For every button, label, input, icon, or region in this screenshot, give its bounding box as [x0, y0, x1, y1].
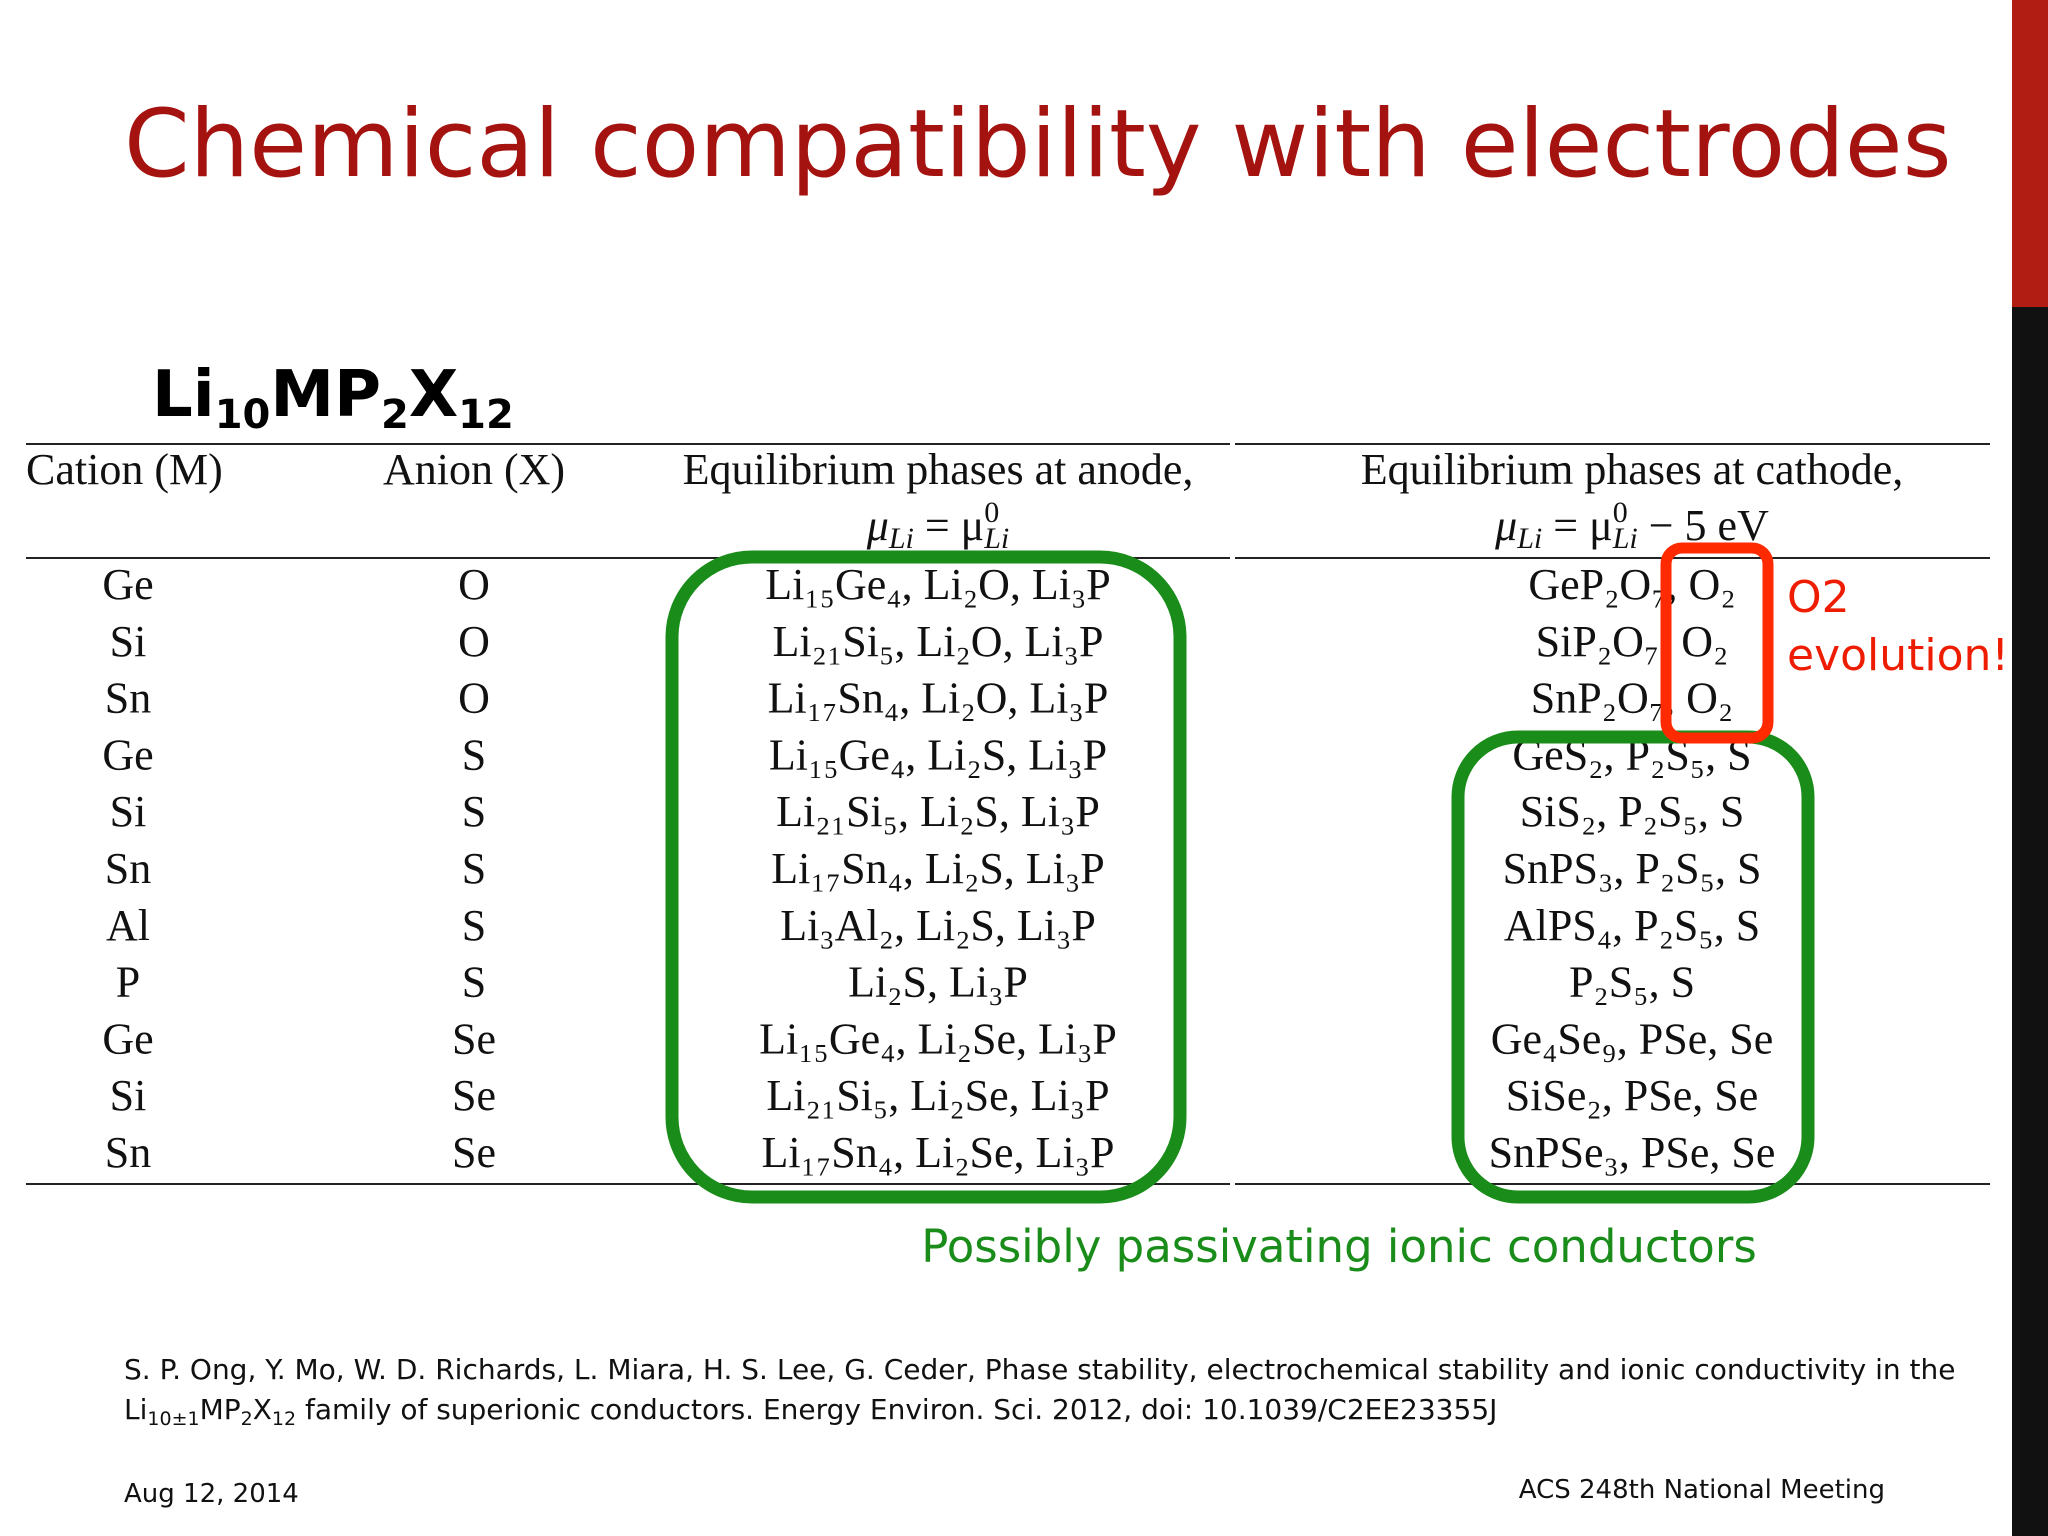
citation-part: X: [253, 1393, 272, 1426]
table-cell: Li₃Al₂, Li₂S, Li₃P: [780, 901, 1096, 950]
table-cell: GeP₂O₇, O₂: [1528, 560, 1735, 609]
table-cell: Li₂₁Si₅, Li₂O, Li₃P: [773, 617, 1104, 666]
math: Li: [983, 522, 1009, 555]
table-cell: Ge: [102, 730, 153, 779]
citation-part: 2: [241, 1408, 253, 1430]
table-cell: Ge₄Se₉, PSe, Se: [1491, 1014, 1773, 1063]
table-cell: Si: [110, 617, 147, 666]
math: μ: [866, 501, 889, 550]
math: 0: [984, 496, 999, 529]
annotation: evolution!: [1787, 630, 2009, 681]
table-cell: P: [116, 958, 140, 1007]
table-cell: S: [462, 787, 486, 836]
highlight-box: [1660, 542, 1774, 744]
table-cell: Li₂₁Si₅, Li₂Se, Li₃P: [766, 1071, 1109, 1120]
formula-sub: 10: [215, 392, 271, 438]
table-cell: Sn: [105, 1128, 151, 1177]
table-cell: Li₁₅Ge₄, Li₂S, Li₃P: [769, 730, 1107, 779]
table-cell: S: [462, 730, 486, 779]
table-cell: O: [458, 560, 490, 609]
anode-condition: μLi = μ0 Li: [866, 496, 1010, 555]
table-cell: AlPS₄, P₂S₅, S: [1504, 901, 1760, 950]
formula-sub: 2: [381, 392, 409, 438]
math: Li: [888, 522, 914, 555]
math: μ: [1494, 501, 1517, 550]
table-cell: O: [458, 674, 490, 723]
table-cell: Se: [452, 1071, 496, 1120]
footer-date: Aug 12, 2014: [124, 1479, 299, 1509]
math: = μ: [1542, 501, 1612, 550]
table-header: Equilibrium phases at cathode,: [1361, 445, 1904, 494]
citation-part: 12: [272, 1408, 296, 1430]
table-cell: Li₁₇Sn₄, Li₂O, Li₃P: [768, 674, 1109, 723]
table-cell: Li₁₇Sn₄, Li₂S, Li₃P: [771, 844, 1104, 893]
table-header: Equilibrium phases at anode,: [683, 445, 1194, 494]
table-header: Anion (X): [383, 445, 565, 494]
formula-sub: 12: [458, 392, 514, 438]
table-cell: SnP₂O₇, O₂: [1531, 674, 1734, 723]
side-bar-dark: [2012, 307, 2048, 1536]
table-cell: Li₁₅Ge₄, Li₂Se, Li₃P: [759, 1014, 1117, 1063]
table-cell: Li₂₁Si₅, Li₂S, Li₃P: [776, 787, 1100, 836]
citation-part: 10±1: [147, 1408, 199, 1430]
citation: Li10±1MP2X12 family of superionic conduc…: [124, 1393, 1497, 1430]
math: = μ: [914, 501, 984, 550]
table-cell: Sn: [105, 844, 151, 893]
highlight-box: [665, 550, 1187, 1204]
formula: Li10MP2X12: [152, 358, 514, 438]
table-cell: SiP₂O₇, O₂: [1536, 617, 1729, 666]
side-bar-red: [2012, 0, 2048, 307]
table-header: Cation (M): [26, 445, 223, 494]
math: − 5 eV: [1638, 501, 1769, 550]
table-cell: Se: [452, 1014, 496, 1063]
math: Li: [1612, 522, 1638, 555]
table-cell: Li₁₇Sn₄, Li₂Se, Li₃P: [762, 1128, 1115, 1177]
table-cell: Sn: [105, 674, 151, 723]
formula-part: X: [409, 358, 458, 432]
table-cell: S: [462, 901, 486, 950]
citation: S. P. Ong, Y. Mo, W. D. Richards, L. Mia…: [124, 1353, 1955, 1386]
slide-title: Chemical compatibility with electrodes: [124, 90, 1952, 199]
table-cell: Si: [110, 1071, 147, 1120]
math: Li: [1516, 522, 1542, 555]
table-cell: SiSe₂, PSe, Se: [1506, 1071, 1759, 1120]
table-cell: SnPS₃, P₂S₅, S: [1503, 844, 1762, 893]
table-cell: Li₁₅Ge₄, Li₂O, Li₃P: [765, 560, 1111, 609]
table-cell: SnPSe₃, PSe, Se: [1489, 1128, 1776, 1177]
citation-part: MP: [200, 1393, 241, 1426]
table-cell: S: [462, 958, 486, 1007]
table-cell: Li₂S, Li₃P: [848, 958, 1028, 1007]
footer-event: ACS 248th National Meeting: [1519, 1475, 1885, 1505]
citation-part: Li: [124, 1393, 147, 1426]
table-cell: Se: [452, 1128, 496, 1177]
table-cell: P₂S₅, S: [1569, 958, 1695, 1007]
table-cell: SiS₂, P₂S₅, S: [1520, 787, 1745, 836]
table-cell: Ge: [102, 560, 153, 609]
highlight-box: [1451, 730, 1815, 1204]
math: 0: [1613, 496, 1628, 529]
cathode-condition: μLi = μ0 Li − 5 eV: [1494, 496, 1769, 555]
table-cell: Ge: [102, 1014, 153, 1063]
citation-part: family of superionic conductors. Energy …: [296, 1393, 1497, 1426]
table-cell: Al: [106, 901, 150, 950]
annotation: O2: [1787, 572, 1850, 623]
formula-part: MP: [270, 358, 381, 432]
table-cell: S: [462, 844, 486, 893]
annotation: Possibly passivating ionic conductors: [921, 1220, 1757, 1273]
table-cell: Si: [110, 787, 147, 836]
formula-part: Li: [152, 358, 215, 432]
table-cell: O: [458, 617, 490, 666]
table-body: Ge O Li₁₅Ge₄, Li₂O, Li₃P GeP₂O₇, O₂ Si O Li₂₁S…: [102, 560, 1775, 1177]
